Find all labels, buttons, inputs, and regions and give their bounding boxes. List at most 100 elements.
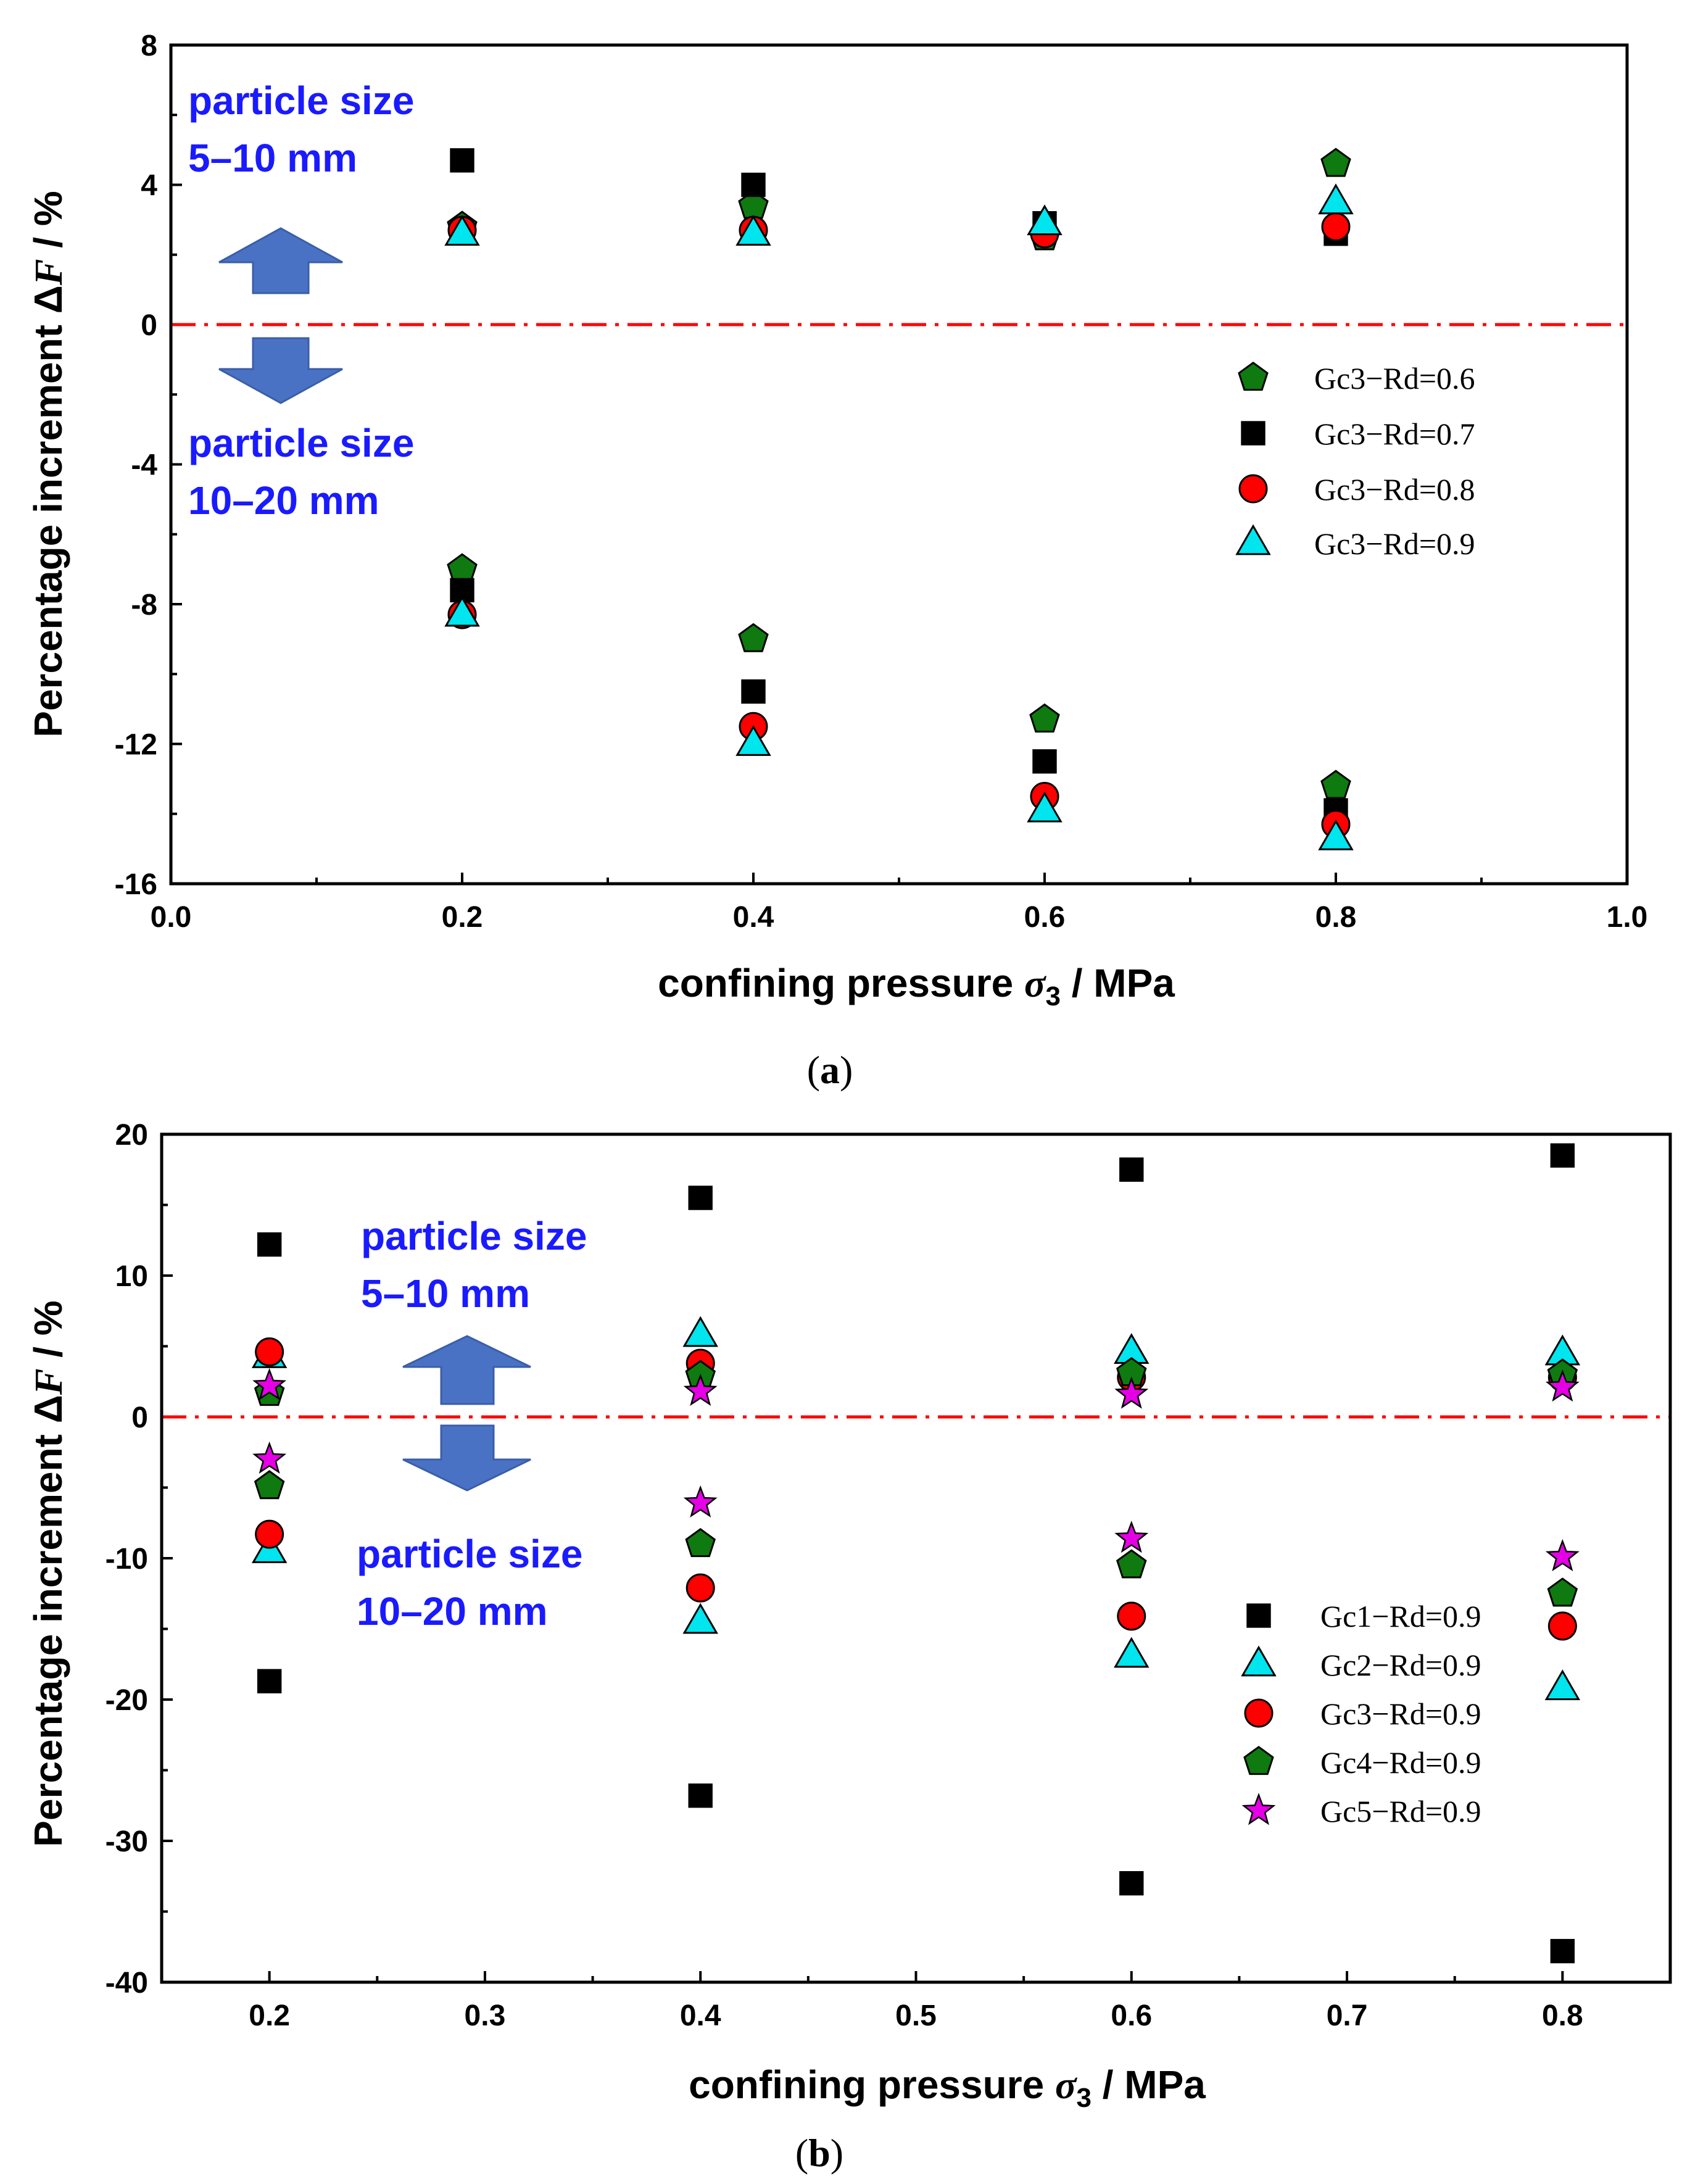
panel-b-ticks: 0.2 0.3 0.4 0.5 0.6 0.7 0.8 -40 -30 -20 -10 0 10 20: [106, 1119, 1583, 2032]
panel-a-y-axis-title: Percentage increment ΔF / %: [26, 191, 70, 737]
panel-b-legend: Gc1−Rd=0.9 Gc2−Rd=0.9 Gc3−Rd=0.9 Gc4−Rd=…: [1241, 1599, 1481, 1829]
panel-b-point-series1: [1550, 1938, 1575, 1964]
panel-b-point-series2: [682, 1603, 718, 1634]
panel-b-point-series2: [1114, 1637, 1149, 1668]
panel-a-point-series4: [444, 596, 480, 627]
panel-b-point-series2: [1544, 1669, 1581, 1701]
panel-a-point-series2: [1032, 749, 1057, 774]
panel-b: 0.2 0.3 0.4 0.5 0.6 0.7 0.8 -40 -30 -20 -10 0 10 20 p…: [26, 1119, 1672, 2175]
panel-a-point-series1: [1029, 703, 1060, 733]
panel-b-legend-symbol-4-marker: [1243, 1745, 1274, 1775]
panel-b-point-series5: [683, 1485, 718, 1518]
panel-b-y-tick-label: 20: [115, 1119, 148, 1152]
panel-a-point-series4: [1318, 819, 1354, 850]
panel-a-legend-label-3: Gc3−Rd=0.8: [1314, 472, 1475, 507]
panel-a-y-tick-label: -12: [115, 729, 157, 762]
panel-b-y-tick-label: -30: [106, 1825, 148, 1858]
panel-a-legend-label-1: Gc3−Rd=0.6: [1314, 361, 1475, 396]
panel-a-up-arrow: [218, 227, 343, 294]
panel-b-y-tick-label: 10: [115, 1260, 148, 1293]
panel-a-x-tick-label: 0.8: [1315, 901, 1357, 934]
panel-b-legend-symbol-1-marker: [1246, 1603, 1271, 1628]
panel-a-annotation-upper-line1: particle size: [188, 78, 414, 123]
panel-a-point-series4: [735, 215, 771, 246]
panel-a-point-series3: [1321, 212, 1351, 241]
panel-b-x-tick-label: 0.3: [465, 1999, 506, 2032]
panel-a-point-series2: [741, 679, 766, 704]
panel-b-legend-label-3: Gc3−Rd=0.9: [1320, 1696, 1481, 1731]
panel-a-legend-symbol-2-marker: [1241, 421, 1265, 446]
panel-b-legend-label-2: Gc2−Rd=0.9: [1320, 1648, 1481, 1682]
panel-a-point-series4: [444, 215, 480, 246]
panel-b-legend-label-1: Gc1−Rd=0.9: [1320, 1599, 1481, 1634]
panel-a-point-series4: [1318, 183, 1354, 215]
panel-b-legend-label-5: Gc5−Rd=0.9: [1320, 1794, 1481, 1829]
panel-a-plot-frame: [169, 43, 1629, 886]
panel-b-legend-symbol-5: [1241, 1793, 1276, 1825]
panel-a-y-tick-label: -4: [131, 449, 157, 482]
panel-a-point-series2: [450, 148, 474, 173]
panel-a-x-tick-label: 0.2: [442, 901, 483, 934]
panel-a-annotation-lower-line2: 10–20 mm: [188, 478, 379, 523]
panel-b-point-series3: [1547, 1611, 1577, 1641]
panel-b-legend-label-4: Gc4−Rd=0.9: [1320, 1745, 1481, 1780]
panel-b-legend-symbol-3: [1244, 1698, 1274, 1728]
panel-b-x-tick-label: 0.4: [680, 1999, 721, 2032]
panel-a-legend-symbol-3: [1238, 474, 1268, 504]
panel-a-x-tick-label: 0.4: [733, 901, 774, 934]
panel-b-legend-symbol-3-marker: [1244, 1698, 1274, 1728]
panel-b-annotation-upper-line1: particle size: [361, 1214, 587, 1258]
panel-b-x-tick-label: 0.7: [1327, 1999, 1368, 2032]
panel-a-point-series1: [1320, 147, 1351, 177]
panel-b-legend-symbol-2-marker: [1241, 1645, 1277, 1677]
panel-b-annotation-upper-line2: 5–10 mm: [361, 1271, 530, 1316]
panel-b-point-series5: [252, 1368, 287, 1400]
panel-b-point-series4: [1116, 1549, 1147, 1579]
panel-b-point-series2: [682, 1316, 718, 1347]
panel-a-point-series4: [735, 725, 771, 756]
panel-b-point-series1: [1119, 1871, 1144, 1896]
panel-b-point-series5: [1114, 1521, 1149, 1553]
panel-a-y-tick-label: -16: [115, 868, 157, 901]
panel-a-y-tick-label: 0: [141, 309, 157, 342]
panel-b-x-tick-label: 0.2: [249, 1999, 290, 2032]
panel-a-x-axis-title: confining pressure σ3 / MPa: [658, 961, 1175, 1011]
panel-b-point-series1: [1550, 1143, 1575, 1168]
panel-b-markers: [251, 1143, 1581, 1964]
panel-a: 0.0 0.2 0.4 0.6 0.8 1.0 -16 -12 -8 -4 0 4 8 particle…: [26, 30, 1647, 1092]
panel-b-down-arrow: [402, 1424, 531, 1492]
panel-b-x-tick-label: 0.8: [1542, 1999, 1583, 2032]
panel-a-legend-symbol-1-marker: [1238, 361, 1269, 391]
panel-a-x-tick-label: 0.6: [1024, 901, 1066, 934]
panel-b-legend-symbol-5-marker: [1241, 1793, 1276, 1825]
panel-b-y-tick-label: -40: [106, 1967, 148, 1999]
panel-a-legend-symbol-4: [1235, 524, 1271, 555]
panel-a-legend-symbol-3-marker: [1238, 474, 1268, 504]
panel-a-legend-label-2: Gc3−Rd=0.7: [1314, 417, 1475, 451]
panel-b-point-series4: [685, 1528, 716, 1558]
panel-a-x-tick-label: 0.0: [151, 901, 192, 934]
panel-b-point-series5: [1114, 1376, 1149, 1409]
panel-b-y-tick-label: -20: [106, 1684, 148, 1717]
panel-a-point-series4: [1027, 791, 1062, 823]
panel-b-plot-frame: [160, 1132, 1672, 1984]
panel-b-point-series4: [1547, 1577, 1578, 1607]
panel-a-annotation-lower-line1: particle size: [188, 421, 414, 465]
panel-b-point-series1: [257, 1232, 282, 1257]
panel-b-point-series1: [688, 1783, 713, 1808]
panel-b-x-axis-title: confining pressure σ3 / MPa: [689, 2062, 1206, 2113]
panel-b-annotation-lower-line2: 10–20 mm: [357, 1589, 548, 1634]
panel-b-legend-symbol-2: [1241, 1645, 1277, 1677]
panel-a-down-arrow: [218, 337, 343, 404]
panel-a-caption: (a): [807, 1048, 853, 1092]
panel-a-point-series4: [1027, 204, 1062, 236]
panel-b-annotation-lower-line1: particle size: [357, 1532, 582, 1576]
panel-a-x-tick-label: 1.0: [1607, 901, 1648, 934]
panel-b-point-series5: [1545, 1369, 1580, 1402]
panel-a-legend-symbol-4-marker: [1235, 524, 1271, 555]
panel-b-point-series1: [688, 1185, 713, 1210]
panel-b-y-tick-label: -10: [106, 1543, 148, 1576]
panel-b-legend-symbol-4: [1243, 1745, 1274, 1775]
panel-a-y-tick-label: 8: [141, 30, 157, 62]
